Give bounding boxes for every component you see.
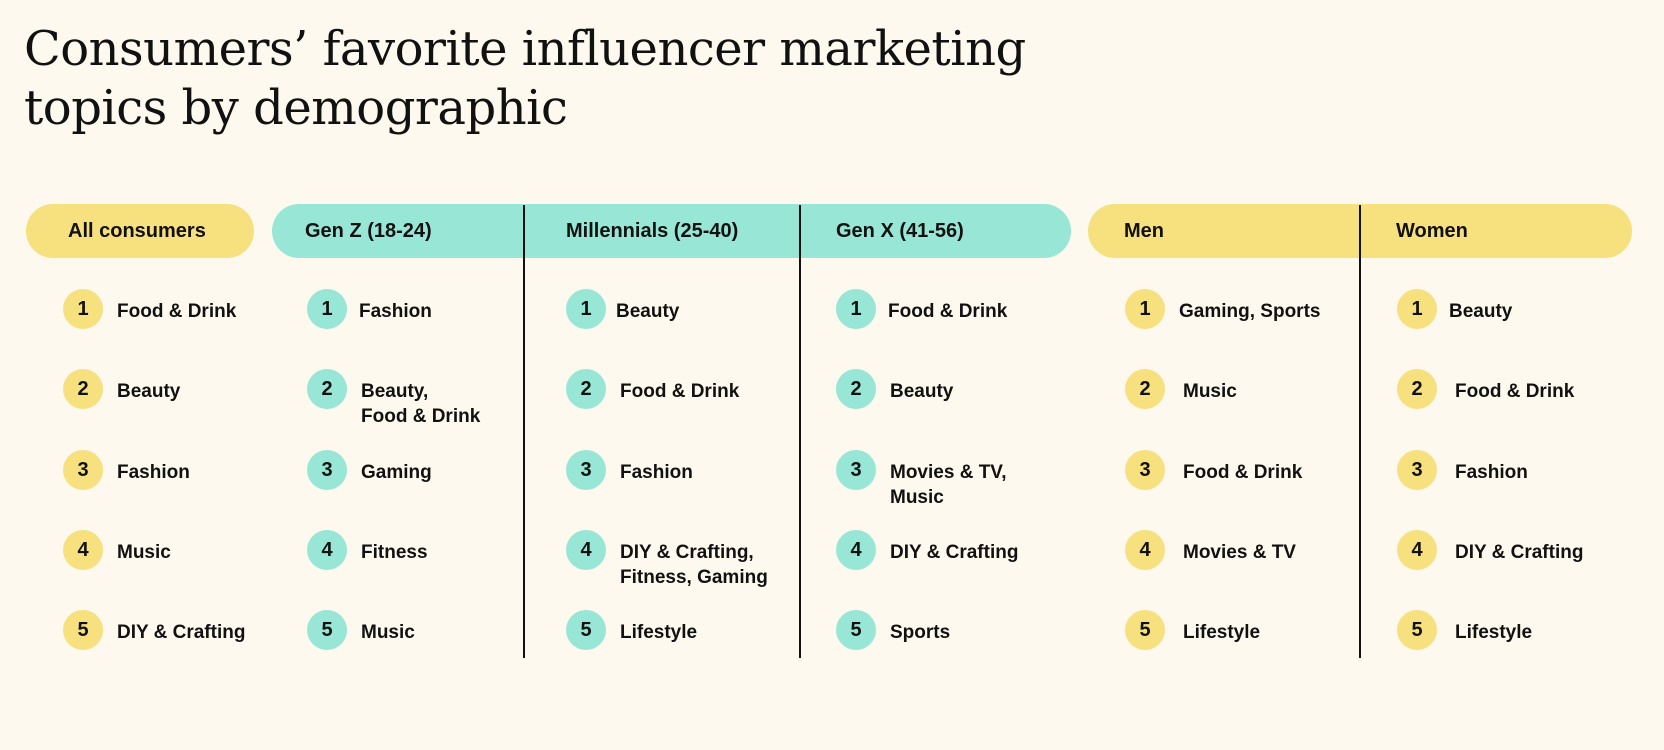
column-header-women: Women bbox=[1396, 220, 1468, 242]
rank-badge: 4 bbox=[1125, 530, 1165, 570]
topic-label: Lifestyle bbox=[620, 622, 698, 643]
rank-badge: 2 bbox=[307, 369, 347, 409]
topic-label: Beauty, Food & Drink bbox=[361, 381, 481, 427]
rank-badge: 5 bbox=[1397, 610, 1437, 650]
column-header-millennials: Millennials (25-40) bbox=[566, 220, 739, 242]
topic-label: Lifestyle bbox=[1183, 622, 1261, 643]
topic-label: Music bbox=[117, 542, 171, 563]
topic-label: DIY & Crafting, Fitness, Gaming bbox=[620, 542, 768, 588]
topic-label: DIY & Crafting bbox=[1455, 542, 1584, 563]
topic-label: DIY & Crafting bbox=[117, 622, 246, 643]
all-consumers-header-pill bbox=[26, 204, 254, 258]
rank-badge: 5 bbox=[63, 610, 103, 650]
rank-badge: 3 bbox=[836, 450, 876, 490]
topic-label: Food & Drink bbox=[620, 381, 740, 402]
topic-label: Food & Drink bbox=[888, 301, 1008, 322]
rank-badge: 1 bbox=[1397, 289, 1437, 329]
rank-badge: 1 bbox=[836, 289, 876, 329]
topic-label: Fashion bbox=[1455, 462, 1528, 483]
topic-label: Fashion bbox=[117, 462, 190, 483]
rank-badge: 5 bbox=[566, 610, 606, 650]
topic-label: Fitness bbox=[361, 542, 428, 563]
topic-label: Beauty bbox=[890, 381, 954, 402]
topic-label: Food & Drink bbox=[1455, 381, 1575, 402]
rank-badge: 3 bbox=[566, 450, 606, 490]
topic-label: Beauty bbox=[616, 301, 680, 322]
rank-badge: 5 bbox=[1125, 610, 1165, 650]
column-header-gen-z: Gen Z (18-24) bbox=[305, 220, 432, 242]
title-line-2: topics by demographic bbox=[24, 80, 568, 136]
topic-label: Music bbox=[1183, 381, 1237, 402]
topic-label: Gaming bbox=[361, 462, 432, 483]
topic-label: DIY & Crafting bbox=[890, 542, 1019, 563]
rank-badge: 4 bbox=[566, 530, 606, 570]
column-header-gen-x: Gen X (41-56) bbox=[836, 220, 964, 242]
rank-badge: 3 bbox=[307, 450, 347, 490]
rank-badge: 5 bbox=[836, 610, 876, 650]
rank-badge: 2 bbox=[1125, 369, 1165, 409]
page-title: Consumers’ favorite influencer marketing… bbox=[24, 20, 1026, 138]
topic-label: Movies & TV, Music bbox=[890, 462, 1007, 508]
topic-label: Food & Drink bbox=[117, 301, 237, 322]
topic-label: Sports bbox=[890, 622, 951, 643]
column-divider bbox=[523, 205, 525, 658]
rank-badge: 5 bbox=[307, 610, 347, 650]
rank-badge: 1 bbox=[1125, 289, 1165, 329]
column-divider bbox=[799, 205, 801, 658]
topic-label: Movies & TV bbox=[1183, 542, 1296, 563]
rank-badge: 2 bbox=[63, 369, 103, 409]
rank-badge: 1 bbox=[307, 289, 347, 329]
rank-badge: 2 bbox=[566, 369, 606, 409]
topic-label: Music bbox=[361, 622, 415, 643]
column-header-all-consumers: All consumers bbox=[68, 220, 206, 242]
rank-badge: 2 bbox=[836, 369, 876, 409]
rank-badge: 4 bbox=[307, 530, 347, 570]
title-line-1: Consumers’ favorite influencer marketing bbox=[24, 21, 1026, 77]
rank-badge: 4 bbox=[63, 530, 103, 570]
topic-label: Fashion bbox=[359, 301, 432, 322]
rank-badge: 3 bbox=[63, 450, 103, 490]
topic-label: Lifestyle bbox=[1455, 622, 1533, 643]
topic-label: Food & Drink bbox=[1183, 462, 1303, 483]
rank-badge: 1 bbox=[566, 289, 606, 329]
topic-label: Gaming, Sports bbox=[1179, 301, 1321, 322]
rank-badge: 3 bbox=[1397, 450, 1437, 490]
rank-badge: 2 bbox=[1397, 369, 1437, 409]
topic-label: Beauty bbox=[1449, 301, 1513, 322]
topic-label: Beauty bbox=[117, 381, 181, 402]
rank-badge: 1 bbox=[63, 289, 103, 329]
rank-badge: 3 bbox=[1125, 450, 1165, 490]
column-header-men: Men bbox=[1124, 220, 1164, 242]
topic-label: Fashion bbox=[620, 462, 693, 483]
generations-header-pill bbox=[272, 204, 1071, 258]
rank-badge: 4 bbox=[1397, 530, 1437, 570]
column-divider bbox=[1359, 205, 1361, 658]
rank-badge: 4 bbox=[836, 530, 876, 570]
